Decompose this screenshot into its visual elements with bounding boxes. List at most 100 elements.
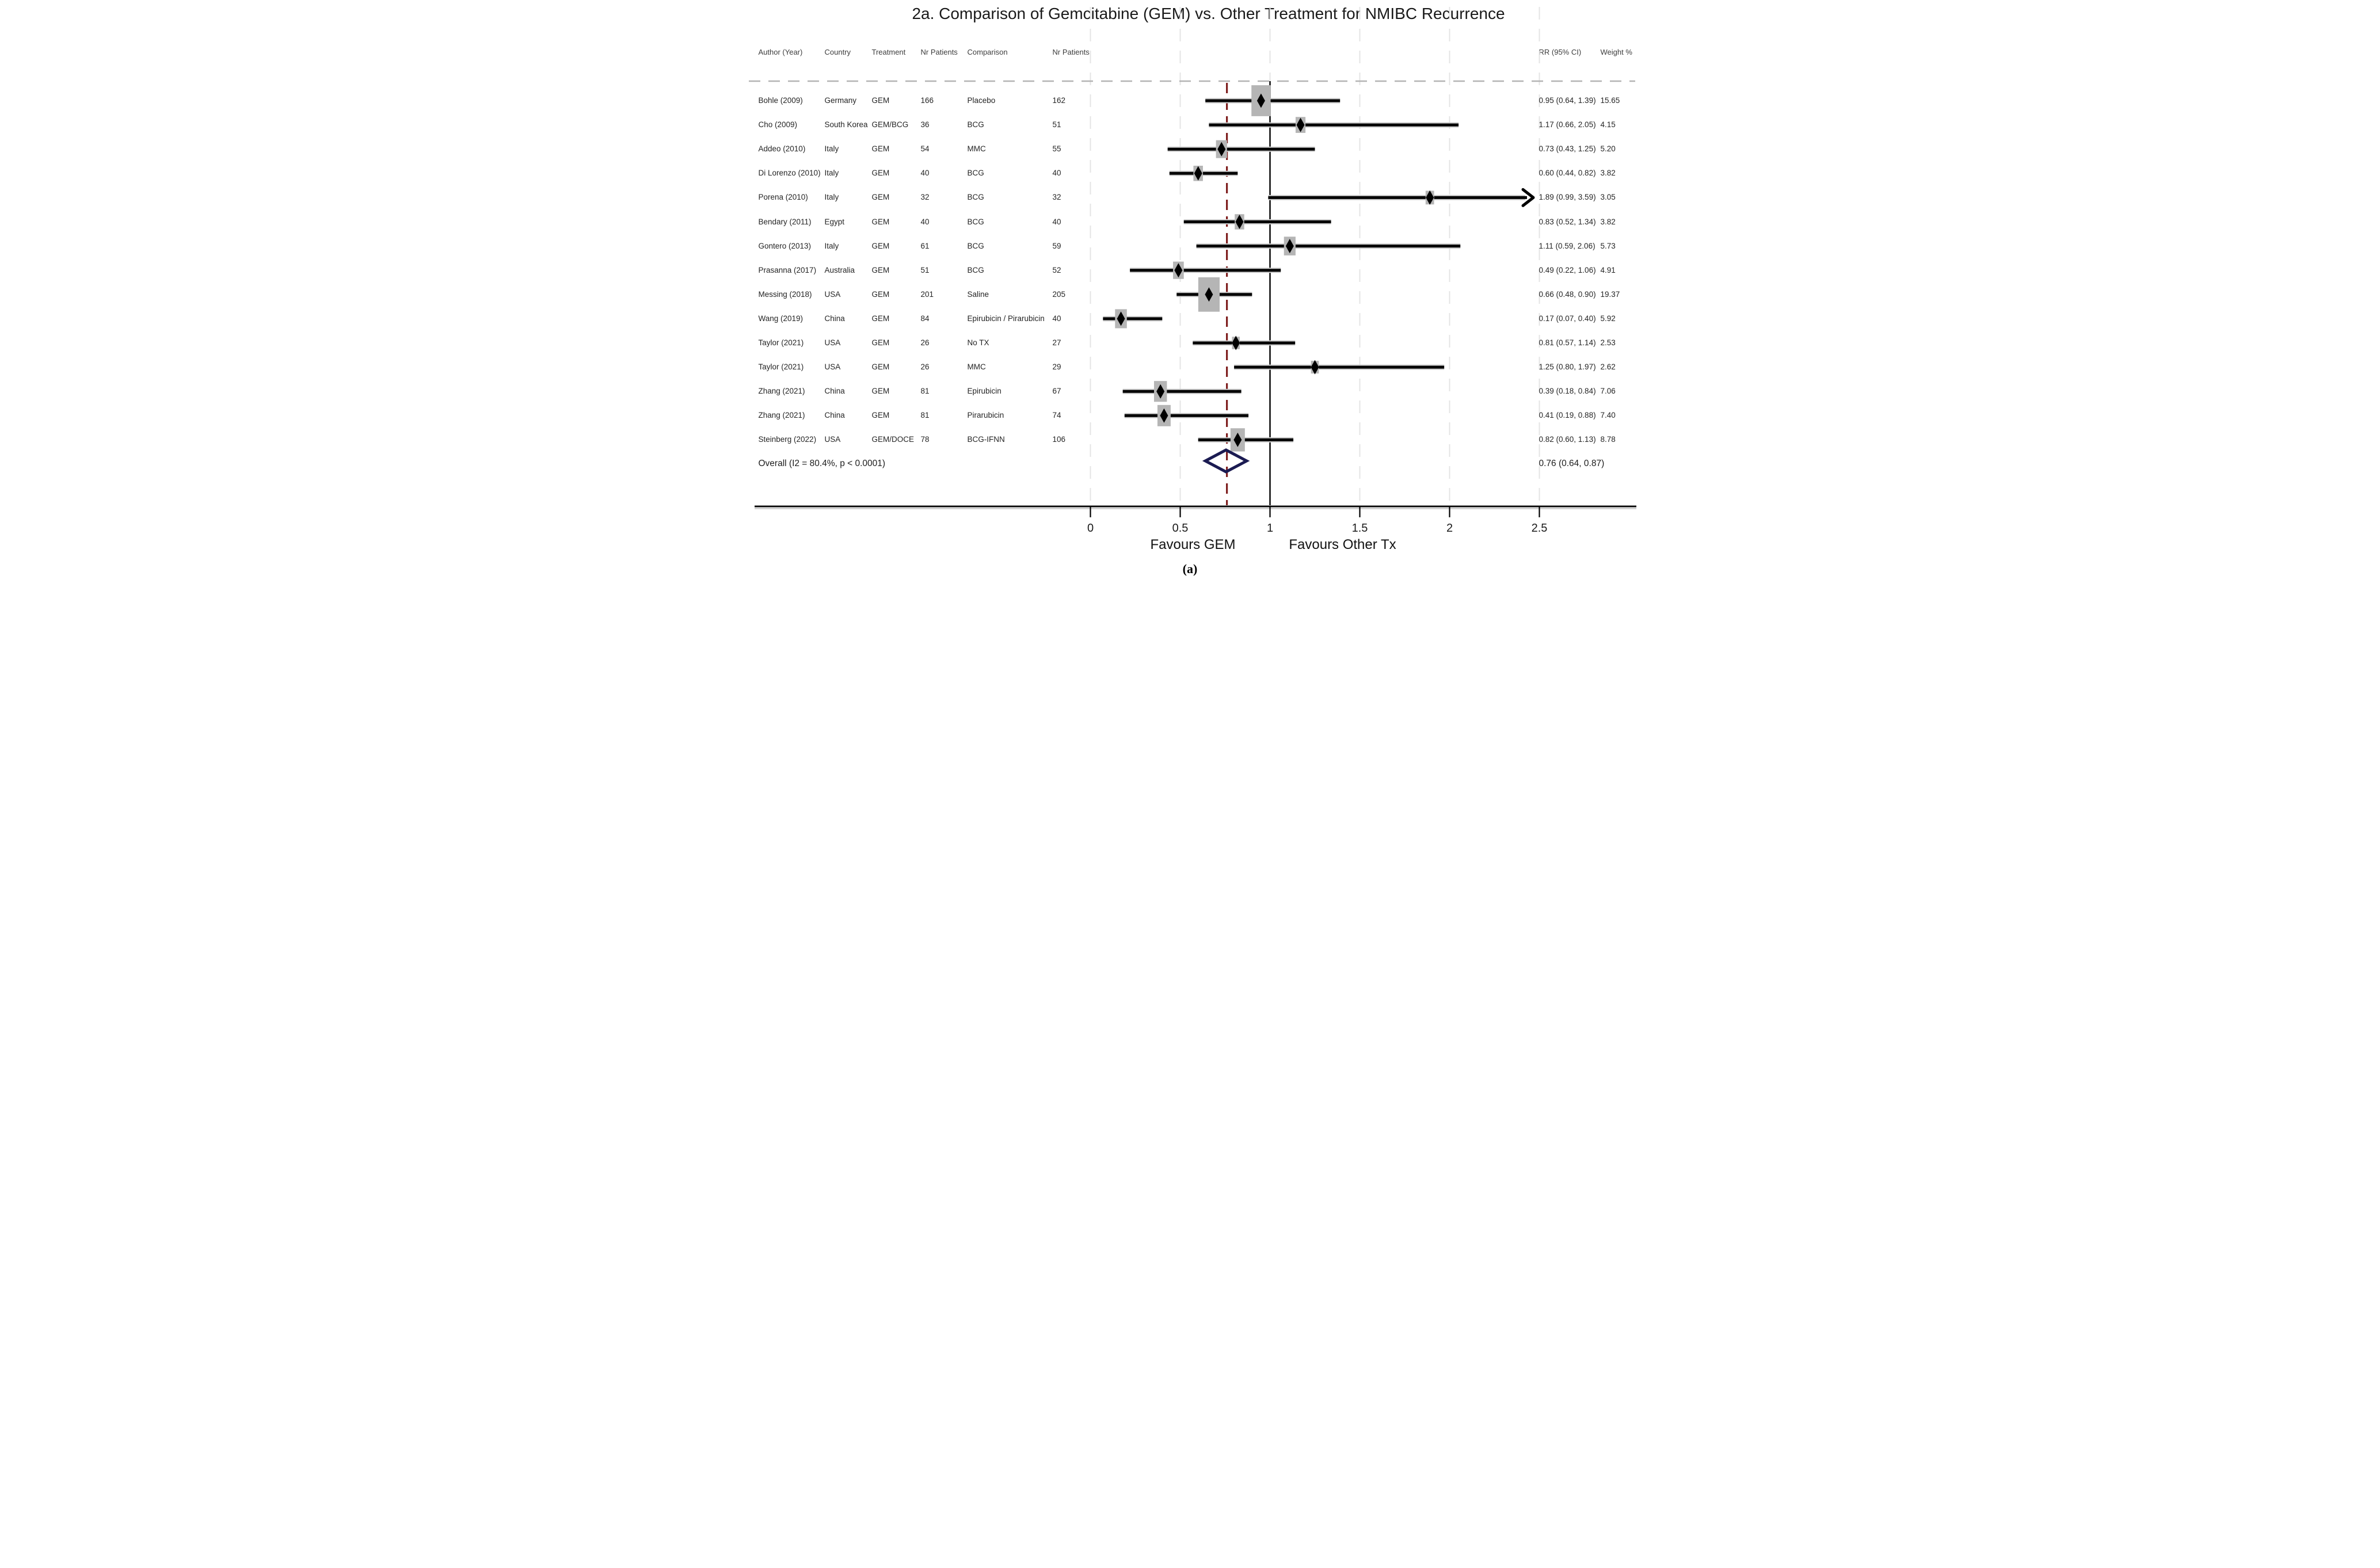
study-country: South Korea — [824, 120, 868, 129]
study-author: Porena (2010) — [758, 193, 808, 202]
study-rows-layer: Bohle (2009) Germany GEM 166 Placebo 162 0.95 … — [744, 0, 1636, 587]
study-rr-ci: 0.95 (0.64, 1.39) — [1539, 96, 1596, 105]
study-treatment: GEM — [871, 314, 890, 323]
study-nr-patients-2: 74 — [1052, 411, 1061, 420]
study-treatment: GEM — [871, 169, 890, 178]
study-author: Steinberg (2022) — [758, 435, 817, 444]
study-weight: 4.91 — [1600, 265, 1616, 274]
study-weight: 2.62 — [1600, 363, 1616, 372]
study-country: USA — [824, 338, 841, 347]
study-rr-ci: 0.83 (0.52, 1.34) — [1539, 217, 1596, 226]
forest-plot-figure: 2a. Comparison of Gemcitabine (GEM) vs. … — [744, 0, 1636, 587]
study-treatment: GEM — [871, 144, 890, 154]
col-header-treatment: Treatment — [871, 48, 906, 56]
study-country: USA — [824, 289, 841, 299]
study-nr-patients: 61 — [920, 241, 930, 250]
study-treatment: GEM/BCG — [871, 120, 909, 129]
study-treatment: GEM — [871, 338, 890, 347]
study-rr-ci: 1.25 (0.80, 1.97) — [1539, 363, 1596, 372]
tick-label: 0.5 — [1172, 522, 1188, 535]
study-nr-patients-2: 67 — [1052, 387, 1061, 396]
study-weight: 5.20 — [1600, 144, 1616, 154]
study-treatment: GEM — [871, 193, 890, 202]
col-header-comparison: Comparison — [967, 48, 1008, 56]
point-marker — [1425, 190, 1434, 205]
figure-title: 2a. Comparison of Gemcitabine (GEM) vs. … — [912, 5, 1505, 22]
study-country: China — [824, 411, 845, 420]
study-comparison: MMC — [967, 144, 986, 154]
study-nr-patients-2: 106 — [1052, 435, 1066, 444]
study-rr-ci: 0.17 (0.07, 0.40) — [1539, 314, 1596, 323]
study-comparison: BCG — [967, 265, 984, 274]
study-nr-patients: 32 — [920, 193, 930, 202]
study-country: Italy — [824, 169, 839, 178]
study-nr-patients: 54 — [920, 144, 930, 154]
point-marker — [1235, 215, 1243, 229]
study-weight: 5.92 — [1600, 314, 1616, 323]
study-author: Bohle (2009) — [758, 96, 803, 105]
tick-label: 1 — [1266, 522, 1273, 535]
study-comparison: No TX — [967, 338, 989, 347]
favours-right-label: Favours Other Tx — [1289, 537, 1396, 552]
study-comparison: BCG — [967, 241, 984, 250]
study-nr-patients: 166 — [920, 96, 934, 105]
point-marker — [1256, 93, 1265, 108]
study-nr-patients: 26 — [920, 338, 930, 347]
subfigure-caption: (a) — [1182, 562, 1198, 576]
study-nr-patients-2: 40 — [1052, 169, 1061, 178]
study-nr-patients-2: 40 — [1052, 314, 1061, 323]
study-author: Wang (2019) — [758, 314, 804, 323]
tick-label: 2 — [1446, 522, 1452, 535]
point-marker — [1117, 311, 1125, 326]
study-rr-ci: 0.82 (0.60, 1.13) — [1539, 435, 1596, 444]
col-header-author: Author (Year) — [758, 48, 803, 56]
tick-label: 1.5 — [1351, 522, 1368, 535]
study-nr-patients: 81 — [920, 387, 930, 396]
study-country: Italy — [824, 193, 839, 202]
study-nr-patients-2: 51 — [1052, 120, 1061, 129]
col-header-country: Country — [824, 48, 851, 56]
study-weight: 7.06 — [1600, 387, 1616, 396]
study-nr-patients-2: 59 — [1052, 241, 1061, 250]
study-weight: 3.82 — [1600, 217, 1616, 226]
study-country: Italy — [824, 241, 839, 250]
study-nr-patients: 81 — [920, 411, 930, 420]
study-rr-ci: 0.49 (0.22, 1.06) — [1539, 265, 1596, 274]
study-comparison: BCG-IFNN — [967, 435, 1005, 444]
study-weight: 7.40 — [1600, 411, 1616, 420]
study-comparison: Saline — [967, 289, 989, 299]
point-marker — [1174, 263, 1182, 278]
point-marker — [1194, 166, 1202, 181]
study-author: Taylor (2021) — [758, 363, 804, 372]
study-treatment: GEM — [871, 217, 890, 226]
study-weight: 4.15 — [1600, 120, 1616, 129]
study-author: Bendary (2011) — [758, 217, 812, 226]
study-treatment: GEM — [871, 289, 890, 299]
study-country: Germany — [824, 96, 857, 105]
point-marker — [1217, 142, 1225, 157]
study-weight: 19.37 — [1600, 289, 1620, 299]
study-author: Taylor (2021) — [758, 338, 804, 347]
point-marker — [1285, 239, 1294, 254]
study-nr-patients-2: 205 — [1052, 289, 1066, 299]
study-author: Prasanna (2017) — [758, 265, 817, 274]
point-marker — [1204, 287, 1213, 302]
study-nr-patients-2: 29 — [1052, 363, 1061, 372]
study-author: Zhang (2021) — [758, 411, 805, 420]
study-treatment: GEM — [871, 363, 890, 372]
study-nr-patients: 26 — [920, 363, 930, 372]
overall-label: Overall (I2 = 80.4%, p < 0.0001) — [758, 459, 886, 468]
study-weight: 8.78 — [1600, 435, 1616, 444]
study-comparison: BCG — [967, 120, 984, 129]
study-weight: 3.82 — [1600, 169, 1616, 178]
study-nr-patients-2: 27 — [1052, 338, 1061, 347]
col-header-nr-patients-2: Nr Patients — [1052, 48, 1090, 56]
study-nr-patients: 36 — [920, 120, 930, 129]
col-header-nr-patients: Nr Patients — [920, 48, 958, 56]
point-marker — [1156, 384, 1164, 399]
study-nr-patients-2: 162 — [1052, 96, 1066, 105]
study-country: Australia — [824, 265, 855, 274]
study-treatment: GEM — [871, 411, 890, 420]
study-rr-ci: 1.11 (0.59, 2.06) — [1539, 241, 1595, 250]
tick-label: 0 — [1087, 522, 1093, 535]
